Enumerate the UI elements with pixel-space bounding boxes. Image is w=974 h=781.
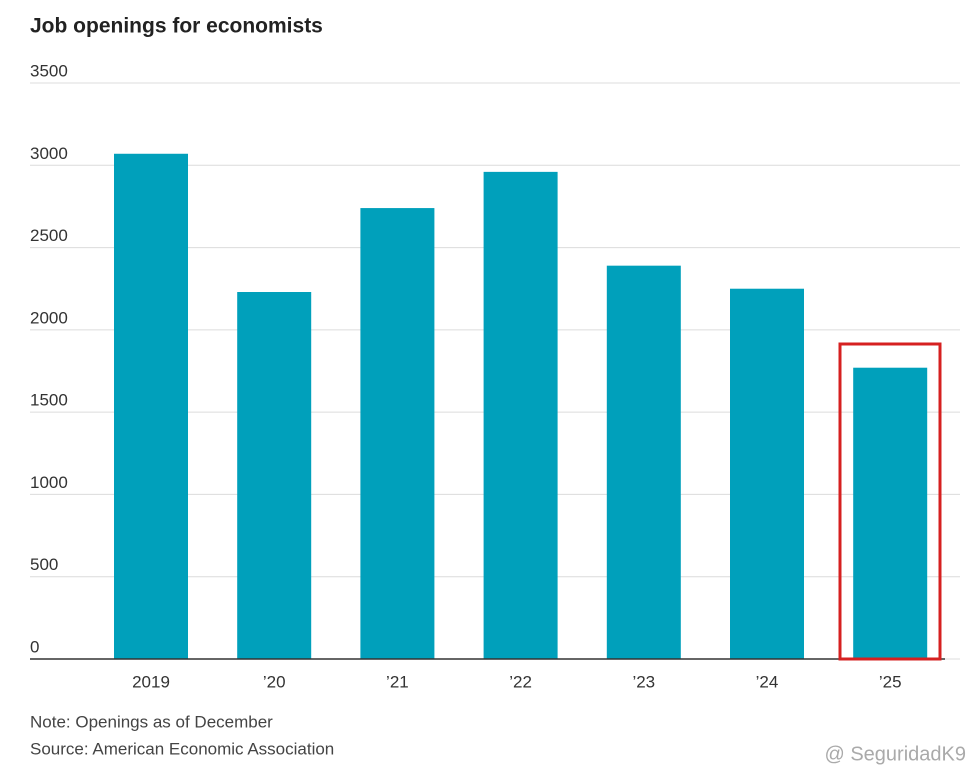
y-tick-label: 2500 [30, 226, 68, 245]
chart-title: Job openings for economists [30, 15, 323, 38]
bar [483, 171, 558, 659]
bar [730, 288, 804, 659]
y-tick-label: 3000 [30, 144, 68, 163]
source: Source: American Economic Association [30, 739, 334, 758]
x-tick-label: ’24 [756, 672, 779, 691]
y-tick-label: 500 [30, 555, 58, 574]
x-tick-label: 2019 [132, 672, 170, 691]
x-tick-label: ’23 [632, 672, 655, 691]
bar [114, 153, 188, 659]
highlight-box [838, 342, 942, 661]
note: Note: Openings as of December [30, 712, 273, 731]
y-tick-label: 1000 [30, 473, 68, 492]
plot-area: 0 500 1000 1500 2000 2500 3000 3500 2019 ’20 ’21 ’2… [30, 61, 960, 691]
y-tick-label: 2000 [30, 308, 68, 327]
y-tick-label: 0 [30, 637, 39, 656]
x-tick-label: ’21 [386, 672, 409, 691]
bar [606, 265, 681, 659]
y-tick-label: 3500 [30, 61, 68, 80]
x-tick-label: ’25 [879, 672, 902, 691]
watermark: @ SeguridadK9 [824, 743, 966, 765]
y-tick-label: 1500 [30, 391, 68, 410]
x-tick-label: ’22 [509, 672, 532, 691]
x-tick-label: ’20 [263, 672, 286, 691]
bar [360, 208, 435, 659]
bar [853, 367, 928, 659]
bar [237, 292, 312, 659]
